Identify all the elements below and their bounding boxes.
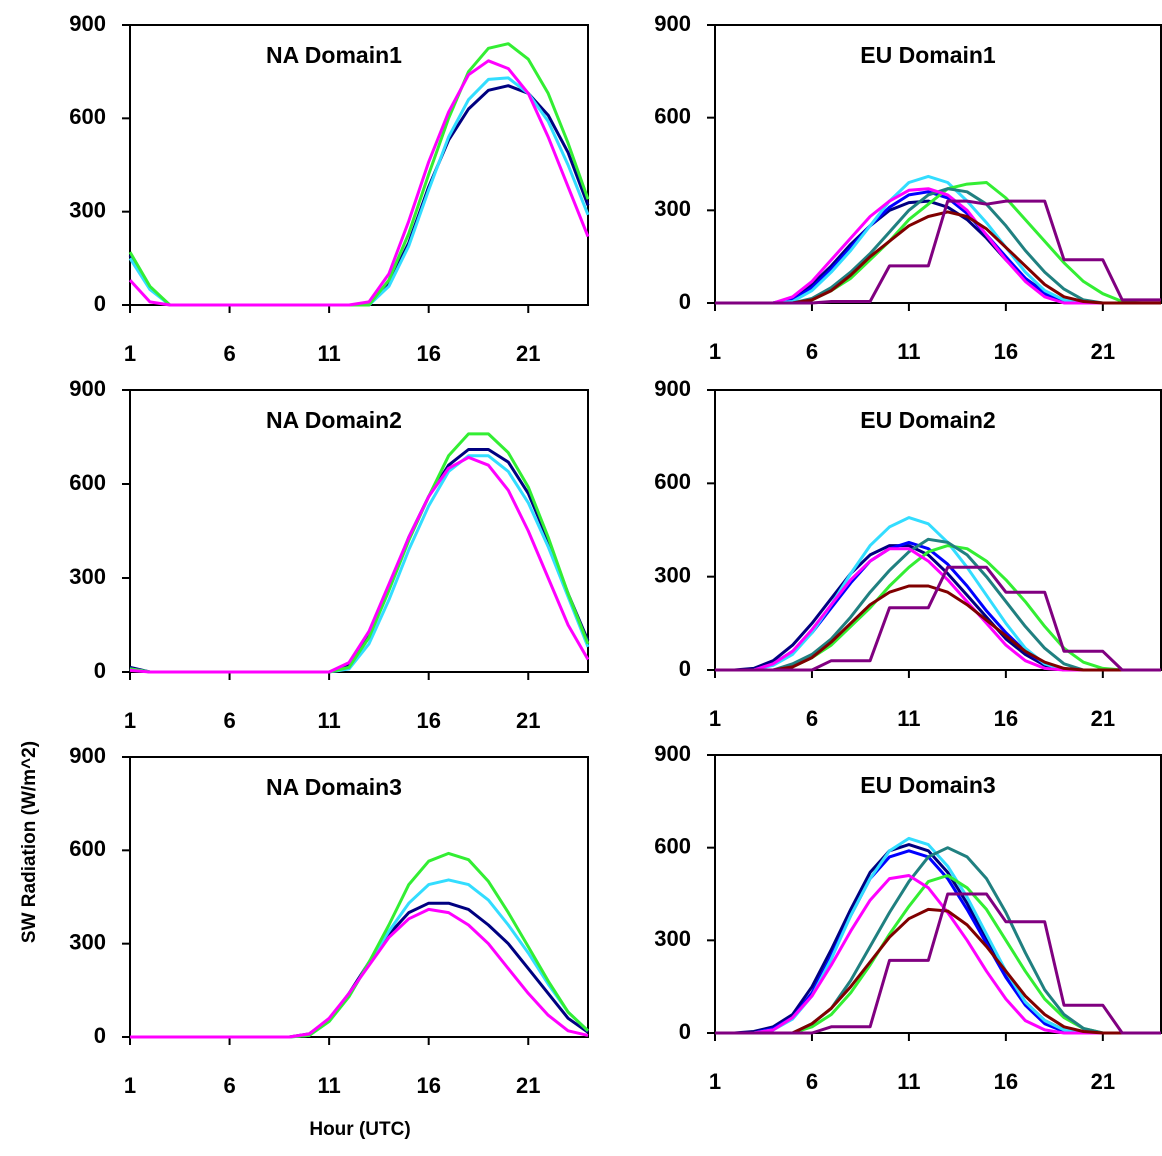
x-tick-label: 16 [994,706,1018,731]
x-tick-label: 1 [124,341,136,366]
series-line [128,84,590,307]
y-tick-label: 300 [69,929,106,954]
y-tick-label: 300 [654,196,691,221]
y-tick-label: 0 [679,656,691,681]
series-line [715,874,1161,1035]
x-tick-label: 6 [223,1073,235,1098]
x-tick-label: 16 [416,1073,440,1098]
x-tick-label: 11 [897,339,920,364]
x-tick-label: 1 [709,1069,721,1094]
y-tick-label: 0 [94,1023,106,1048]
y-tick-label: 900 [654,376,691,401]
x-tick-label: 21 [1091,339,1115,364]
y-tick-label: 600 [69,104,106,129]
x-tick-label: 1 [709,339,721,364]
series-line [715,187,1161,305]
y-axis-label: SW Radiation (W/m^2) [19,741,40,943]
x-tick-label: 21 [516,1073,540,1098]
x-tick-label: 16 [994,339,1018,364]
plot-frame [714,24,1162,304]
series-line [715,199,1161,305]
panel-title: EU Domain1 [860,42,996,68]
series-line [128,59,590,307]
y-tick-label: 600 [69,470,106,495]
y-tick-label: 600 [654,469,691,494]
panel-title: EU Domain2 [860,407,995,433]
x-tick-label: 11 [897,1069,920,1094]
plot-frame [129,756,589,1038]
x-tick-label: 16 [416,708,440,733]
series-line [130,901,589,1039]
plot-frame [714,754,1162,1034]
x-tick-label: 6 [806,1069,818,1094]
x-tick-label: 11 [897,706,920,731]
series-line [130,907,589,1039]
plot-frame [714,389,1162,671]
x-tick-label: 1 [124,708,136,733]
y-tick-label: 0 [679,289,691,314]
y-tick-label: 600 [654,833,691,858]
y-tick-label: 300 [654,562,691,587]
x-tick-label: 6 [806,706,818,731]
series-line [715,187,1161,305]
x-tick-label: 1 [124,1073,136,1098]
series-line [129,455,590,674]
plot-frame [129,389,589,673]
series-line [130,851,590,1039]
series-line [128,76,590,307]
y-tick-label: 900 [654,741,691,766]
x-tick-label: 1 [709,706,721,731]
x-tick-label: 6 [223,708,235,733]
x-tick-label: 21 [516,708,540,733]
x-tick-label: 21 [1091,1069,1115,1094]
x-axis-label: Hour (UTC) [309,1119,410,1140]
x-tick-label: 11 [317,708,340,733]
x-tick-label: 6 [223,341,235,366]
x-tick-label: 11 [317,341,340,366]
x-tick-label: 11 [317,1073,340,1098]
panel-title: NA Domain1 [266,42,402,68]
series-line [715,181,1161,305]
x-tick-label: 21 [516,341,540,366]
series-line [129,454,590,674]
y-tick-label: 900 [654,11,691,36]
y-tick-label: 0 [94,291,106,316]
panel-title: NA Domain2 [266,407,402,433]
x-tick-label: 16 [416,341,440,366]
y-tick-label: 900 [69,11,106,36]
x-tick-label: 16 [994,1069,1018,1094]
y-tick-label: 600 [69,836,106,861]
y-tick-label: 300 [69,197,106,222]
y-tick-label: 600 [654,103,691,128]
panel-title: EU Domain3 [860,772,995,798]
series-line [715,892,1161,1035]
y-tick-label: 300 [69,564,106,589]
x-tick-label: 21 [1091,706,1115,731]
panel-title: NA Domain3 [266,774,402,800]
series-line [715,190,1161,305]
y-tick-label: 900 [69,743,106,768]
y-tick-label: 0 [679,1019,691,1044]
series-line [715,565,1161,672]
series-line [129,432,590,674]
y-tick-label: 300 [654,926,691,951]
x-tick-label: 6 [806,339,818,364]
y-tick-label: 0 [94,658,106,683]
series-line [129,448,590,674]
y-tick-label: 900 [69,376,106,401]
